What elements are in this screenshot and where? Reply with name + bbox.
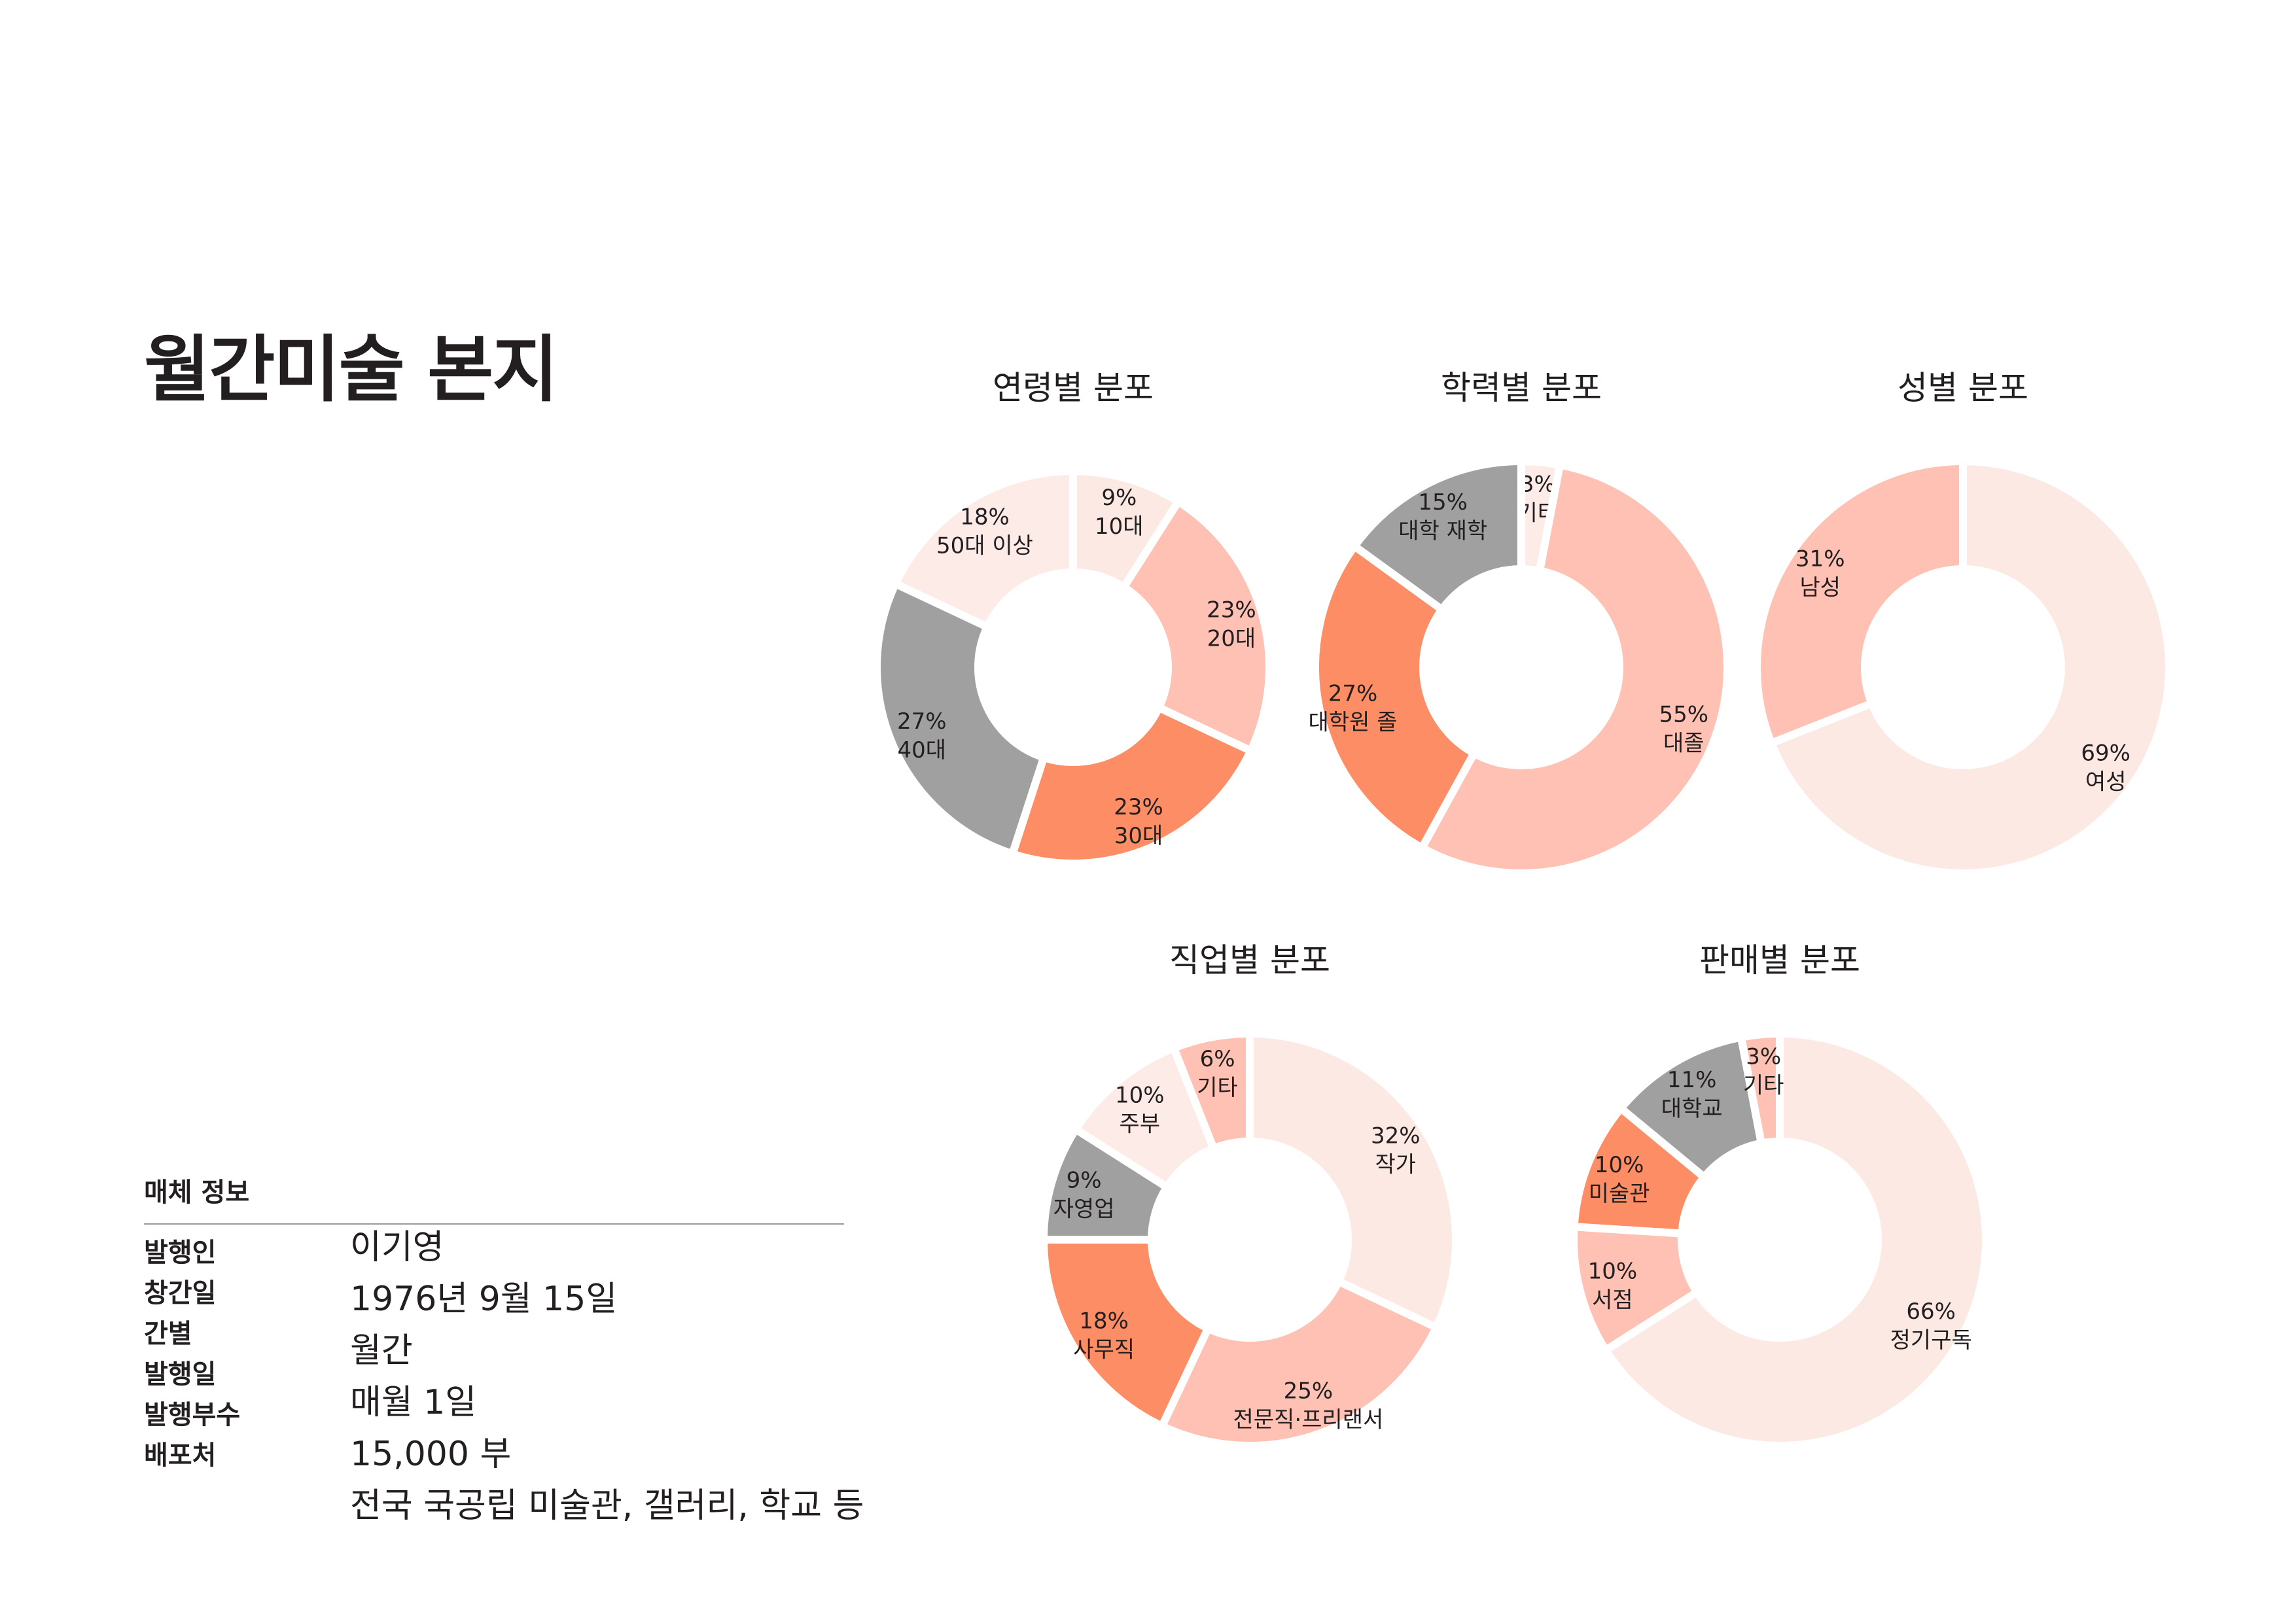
slice-category-label: 여성 xyxy=(2085,769,2127,795)
media-info-labels: 발행인 창간일 간별 발행일 발행부수 배포처 xyxy=(144,1232,308,1476)
donut-slice xyxy=(1736,1029,1784,1148)
slice-category-label: 기타 xyxy=(1743,1072,1784,1098)
slice-category-label: 전문직·프리랜서 xyxy=(1233,1406,1383,1433)
slice-category-label: 미술관 xyxy=(1589,1181,1650,1207)
media-value-frequency: 월간 xyxy=(350,1331,413,1370)
media-info-divider xyxy=(144,1223,844,1225)
slice-category-label: 자영업 xyxy=(1053,1196,1115,1222)
media-label-issue-date: 발행일 xyxy=(144,1359,217,1389)
slice-value-label: 10% xyxy=(1588,1259,1638,1285)
slice-category-label: 대졸 xyxy=(1663,730,1704,756)
donut-slice xyxy=(1349,457,1525,616)
slice-category-label: 남성 xyxy=(1799,575,1841,601)
slice-category-label: 기타 xyxy=(1197,1075,1238,1101)
slice-category-label: 대학 재학 xyxy=(1398,518,1487,544)
donut-slice xyxy=(873,578,1049,859)
chart-age: 연령별 분포 9% 10대 23% 20대 23% 30대 27%40대 18%50대 이상 xyxy=(873,369,1273,867)
media-label-distribution: 배포처 xyxy=(144,1440,217,1471)
slice-category-label: 40대 xyxy=(897,737,946,763)
slice-category-label: 50대 이상 xyxy=(936,532,1033,559)
slice-value-label: 27% xyxy=(897,708,947,735)
slice-value-label: 15% xyxy=(1418,489,1468,515)
slice-category-label: 10대 xyxy=(1095,514,1144,540)
slice-value-label: 31% xyxy=(1795,546,1845,572)
slice-value-label: 6% xyxy=(1200,1046,1235,1072)
donut-slice xyxy=(1039,1236,1214,1432)
media-label-frequency: 간별 xyxy=(144,1319,192,1349)
chart-title: 학력별 분포 xyxy=(1441,369,1602,407)
slice-value-label: 32% xyxy=(1371,1123,1421,1149)
chart-occupation: 직업별 분포 32% 작가 25%전문직·프리랜서 18%사무직 9% 자영업 10%주부 6%… xyxy=(1039,941,1460,1450)
donut-slice xyxy=(1156,1276,1442,1450)
donut-slice xyxy=(1169,1029,1254,1154)
slice-category-label: 작가 xyxy=(1375,1152,1416,1178)
page-title: 월간미술 본지 xyxy=(144,328,558,411)
slice-value-label: 23% xyxy=(1114,794,1163,820)
slice-value-label: 23% xyxy=(1207,597,1256,623)
slice-category-label: 대학원 졸 xyxy=(1309,710,1398,736)
donut-slice xyxy=(1118,496,1273,756)
donut-slice xyxy=(1311,540,1479,854)
slice-category-label: 서점 xyxy=(1592,1287,1633,1314)
slice-value-label: 27% xyxy=(1328,681,1378,707)
slice-value-label: 18% xyxy=(1079,1308,1129,1334)
donut-slice xyxy=(1417,460,1731,877)
media-info-values: 이기영 1976년 9월 15일 월간 매월 1일 15,000 부 전국 국공… xyxy=(350,1222,864,1532)
slice-value-label: 66% xyxy=(1906,1299,1956,1325)
donut-slice xyxy=(1007,702,1256,867)
slice-value-label: 9% xyxy=(1067,1167,1102,1193)
chart-title: 판매별 분포 xyxy=(1699,941,1860,979)
slice-value-label: 55% xyxy=(1659,701,1708,727)
slice-value-label: 69% xyxy=(2081,740,2130,766)
media-info-section: 매체 정보 발행인 창간일 간별 발행일 발행부수 배포처 이기영 1976년 … xyxy=(144,1171,864,1526)
media-value-circulation: 15,000 부 xyxy=(350,1435,512,1474)
media-info-heading: 매체 정보 xyxy=(144,1178,250,1208)
slice-category-label: 30대 xyxy=(1114,823,1163,849)
media-value-issue-date: 매월 1일 xyxy=(350,1383,477,1422)
chart-gender: 성별 분포 69% 여성 31% 남성 xyxy=(1753,369,2173,877)
slice-category-label: 대학교 xyxy=(1661,1096,1723,1122)
donut-slice xyxy=(890,466,1077,633)
media-label-founded: 창간일 xyxy=(144,1278,217,1308)
donut-slice xyxy=(1753,457,1967,748)
chart-title: 연령별 분포 xyxy=(993,369,1154,407)
media-label-circulation: 발행부수 xyxy=(144,1400,241,1430)
donut-slice xyxy=(1246,1029,1460,1333)
donut-slice xyxy=(1600,1029,1990,1450)
media-value-distribution: 전국 국공립 미술관, 갤러리, 학교 등 xyxy=(350,1486,864,1526)
donut-slice xyxy=(1766,457,2173,877)
chart-title: 성별 분포 xyxy=(1898,369,2028,407)
slice-value-label: 18% xyxy=(960,504,1010,530)
slice-value-label: 10% xyxy=(1595,1152,1644,1178)
slice-category-label: 정기구독 xyxy=(1890,1327,1972,1353)
slice-category-label: 주부 xyxy=(1120,1111,1161,1138)
slice-value-label: 11% xyxy=(1667,1067,1717,1093)
slice-value-label: 25% xyxy=(1284,1378,1333,1404)
media-value-founded: 1976년 9월 15일 xyxy=(350,1280,618,1319)
slice-category-label: 20대 xyxy=(1207,626,1256,652)
slice-category-label: 사무직 xyxy=(1073,1336,1135,1363)
media-label-publisher: 발행인 xyxy=(144,1238,217,1268)
slice-value-label: 10% xyxy=(1115,1083,1165,1109)
slice-value-label: 3% xyxy=(1520,471,1555,497)
slice-value-label: 3% xyxy=(1746,1043,1781,1070)
chart-title: 직업별 분포 xyxy=(1169,941,1330,979)
slice-value-label: 9% xyxy=(1101,485,1137,511)
media-value-publisher: 이기영 xyxy=(350,1228,444,1267)
